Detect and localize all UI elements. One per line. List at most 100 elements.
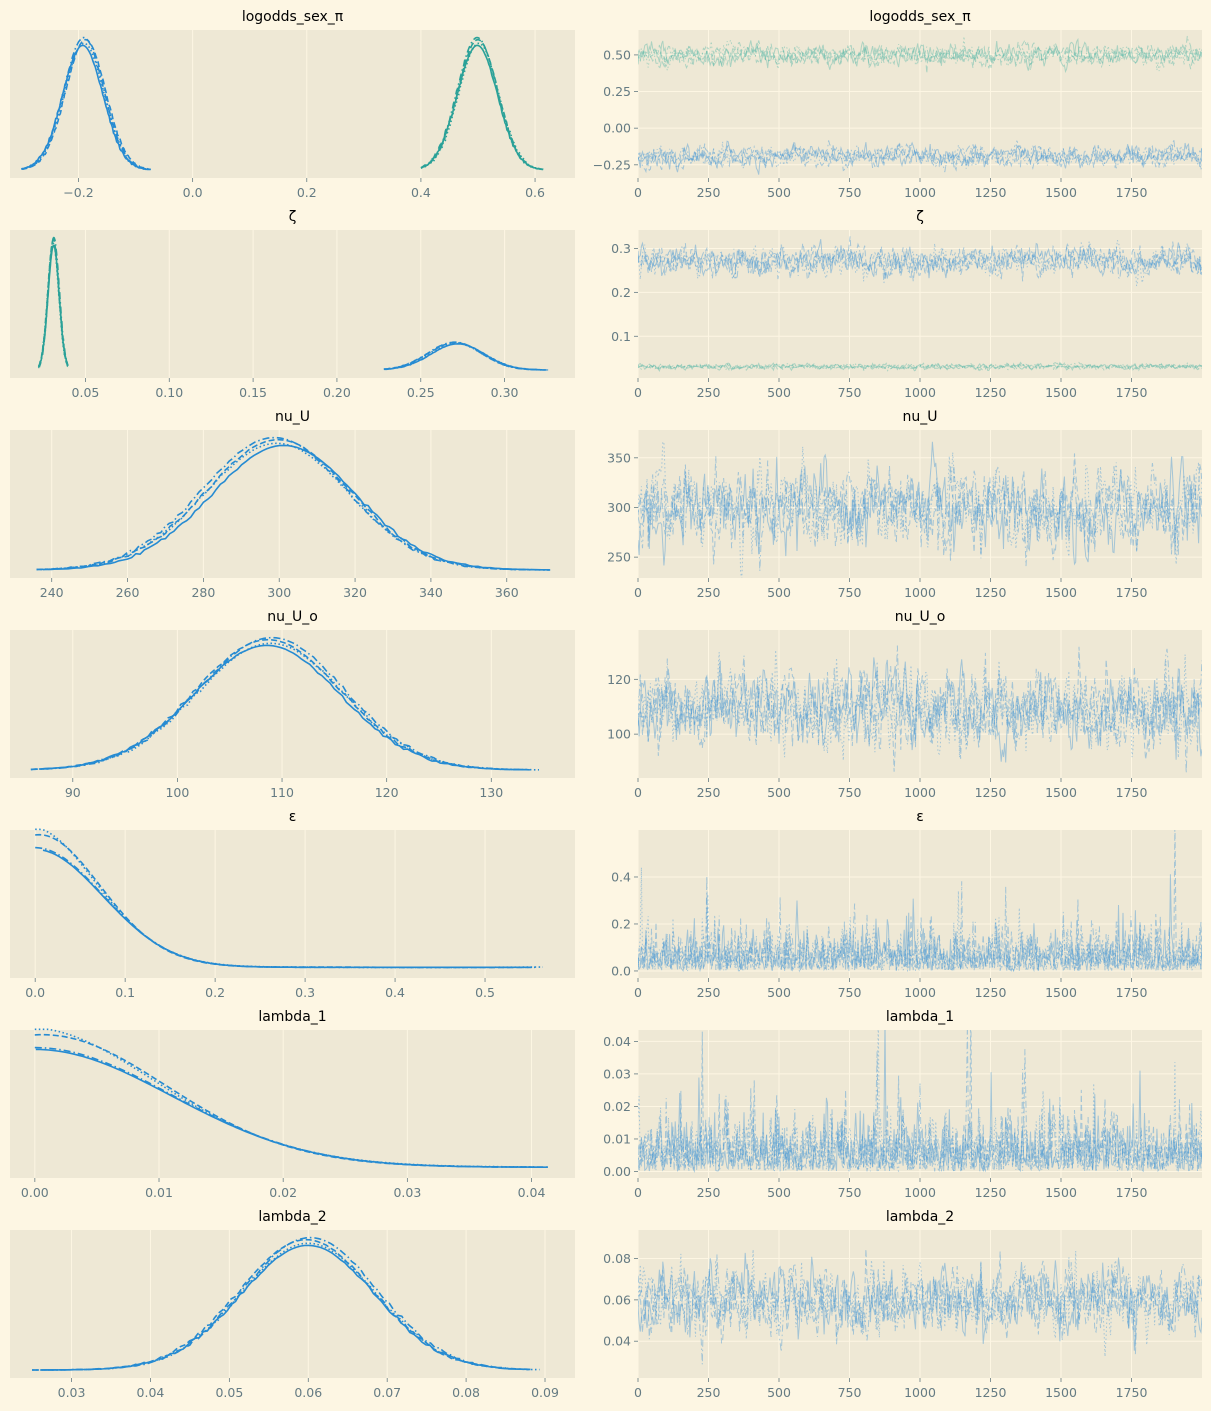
density-xtick-label: 0.20 [323,385,351,400]
trace-xtick-label: 500 [767,985,791,1000]
density-xtick-label: 0.1 [115,985,135,1000]
density-xtick-label: 100 [165,785,189,800]
density-xtick-label: 360 [495,585,519,600]
trace-xtick-label: 1000 [904,1185,936,1200]
trace-xtick-label: 0 [634,185,642,200]
trace-line-chain-1 [638,1030,1202,1173]
density-curve-chain-0 [420,44,543,170]
density-title: lambda_2 [258,1209,326,1225]
trace-ytick-label: 0.03 [603,1066,631,1081]
density-xtick-label: 0.2 [205,985,225,1000]
trace-ytick-label: 100 [607,727,631,742]
trace-ytick-label: 0.1 [611,329,631,344]
trace-xtick-label: 250 [697,185,721,200]
trace-axes: 0 250 500 750 1000 1250 1500 1750 250 300 350 nu_U [607,409,1202,600]
density-xtick-label: 240 [40,585,64,600]
trace-ytick-label: 0.3 [611,241,631,256]
trace-xtick-label: 1000 [904,585,936,600]
density-xtick-label: 320 [343,585,367,600]
trace-axes: 0 250 500 750 1000 1250 1500 1750 0.1 0.2 0.3 ζ [611,209,1202,400]
density-xtick-label: 0.3 [295,985,315,1000]
trace-line-chain-0 [638,1030,1202,1173]
trace-line-chain-1 [638,453,1202,565]
density-plot-area [10,430,575,578]
trace-xtick-label: 1000 [904,385,936,400]
density-curve-chain-2 [38,242,70,368]
density-xtick-label: 130 [479,785,503,800]
trace-ytick-label: 350 [607,450,631,465]
row-4: 0.0 0.1 0.2 0.3 0.4 0.5 ε 0 250 500 750 1000 1250 150… [10,809,1202,1000]
trace-xtick-label: 250 [697,585,721,600]
density-curve-chain-2 [420,42,544,170]
density-xtick-label: 340 [419,585,443,600]
trace-line-chain-2 [638,361,1202,372]
density-title: nu_U_o [267,609,318,625]
density-xtick-label: 0.2 [297,185,317,200]
trace-ytick-label: 0.00 [603,121,631,136]
density-xtick-label: 0.01 [145,1185,173,1200]
trace-ytick-label: 0.01 [603,1131,631,1146]
density-axes: 0.03 0.04 0.05 0.06 0.07 0.08 0.09 lambda_2 [10,1209,575,1400]
trace-line-chain-1 [638,1249,1202,1344]
trace-xtick-label: 1500 [1045,1385,1077,1400]
density-xtick-label: 0.4 [385,985,405,1000]
trace-title: nu_U [903,409,938,425]
density-title: ζ [289,209,297,225]
density-plot-area [10,630,575,778]
trace-line-chain-1 [638,236,1202,282]
trace-line-chain-0 [638,441,1202,566]
trace-xtick-label: 1000 [904,1385,936,1400]
density-xtick-label: 0.00 [21,1185,49,1200]
trace-xtick-label: 1750 [1116,585,1148,600]
trace-xtick-label: 1250 [975,785,1007,800]
row-2: 240 260 280 300 320 340 360 nu_U 0 250 500 750 1000 1… [10,409,1202,600]
trace-line-chain-0 [638,239,1202,279]
trace-axes: 0 250 500 750 1000 1250 1500 1750 0.0 0.2 0.4 ε [611,809,1202,1000]
density-xtick-label: 0.06 [294,1385,322,1400]
trace-ytick-label: 0.04 [603,1034,631,1049]
trace-xtick-label: 750 [838,985,862,1000]
trace-axes: 0 250 500 750 1000 1250 1500 1750 −0.25 0.00 0.25 0… [593,9,1202,200]
trace-xtick-label: 1250 [975,1185,1007,1200]
trace-line-chain-2 [638,36,1202,72]
trace-ytick-label: 250 [607,550,631,565]
trace-xtick-label: 1750 [1116,785,1148,800]
density-axes: 0.00 0.01 0.02 0.03 0.04 lambda_1 [10,1009,575,1200]
density-xtick-label: 90 [65,785,81,800]
density-plot-area [10,230,575,378]
trace-xtick-label: 500 [767,585,791,600]
density-xtick-label: 0.02 [269,1185,297,1200]
trace-xtick-label: 750 [838,1185,862,1200]
density-xtick-label: 0.0 [25,985,45,1000]
density-plot-area [10,1230,575,1378]
row-0: −0.2 0.0 0.2 0.4 0.6 logodds_sex_π 0 250 500 750 1… [10,9,1202,200]
trace-xtick-label: 750 [838,385,862,400]
trace-line-chain-0 [638,657,1202,763]
trace-line-chain-1 [638,830,1202,973]
trace-line-chain-0 [638,361,1202,372]
density-curve-chain-3 [34,1046,539,1168]
trace-xtick-label: 1250 [975,585,1007,600]
trace-title: ε [916,809,924,825]
trace-line-chain-0 [638,874,1202,973]
density-xtick-label: 260 [116,585,140,600]
trace-xtick-label: 1500 [1045,1185,1077,1200]
trace-ytick-label: 0.02 [603,1099,631,1114]
trace-xtick-label: 1250 [975,1385,1007,1400]
density-title: logodds_sex_π [242,9,344,25]
trace-title: nu_U_o [895,609,946,625]
trace-line-chain-3 [638,456,1202,572]
trace-xtick-label: 750 [838,785,862,800]
density-xtick-label: 0.0 [183,185,203,200]
density-axes: 90 100 110 120 130 nu_U_o [10,609,575,800]
density-xtick-label: 300 [267,585,291,600]
density-plot-area [10,830,575,978]
density-xtick-label: 0.07 [373,1385,401,1400]
trace-ytick-label: 0.50 [603,47,631,62]
trace-line-chain-0 [638,1252,1202,1351]
trace-line-chain-2 [638,1249,1202,1357]
trace-xtick-label: 1250 [975,985,1007,1000]
trace-title: logodds_sex_π [869,9,971,25]
trace-axes: 0 250 500 750 1000 1250 1500 1750 0.04 0.06 0.08 la… [603,1209,1202,1400]
